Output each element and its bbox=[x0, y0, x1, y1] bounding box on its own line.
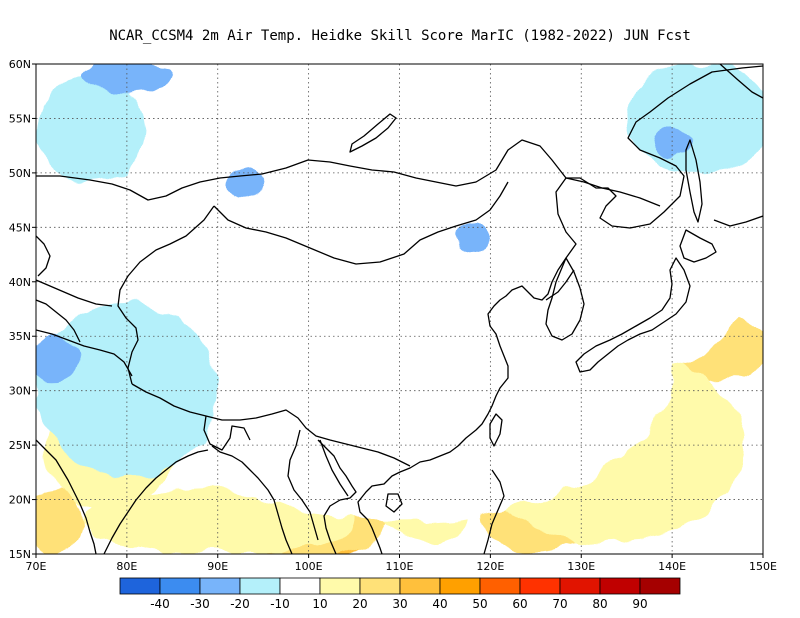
skill-region-24 bbox=[226, 167, 264, 201]
skill-region-17 bbox=[481, 140, 591, 271]
coastline-japan bbox=[575, 257, 691, 373]
skill-region-21 bbox=[81, 64, 173, 92]
colorbar-swatch-9 bbox=[479, 577, 521, 595]
colorbar-swatch-12 bbox=[599, 577, 641, 595]
colorbar-swatch-2 bbox=[199, 577, 241, 595]
colorbar-swatch-8 bbox=[439, 577, 481, 595]
colorbar-label: 70 bbox=[552, 597, 567, 611]
colorbar-label: -30 bbox=[190, 597, 210, 611]
lon-tick-label: 140E bbox=[658, 560, 686, 573]
colorbar-label: -10 bbox=[270, 597, 290, 611]
colorbar-label: 90 bbox=[632, 597, 647, 611]
border-himalaya bbox=[131, 383, 411, 467]
colorbar-label: -40 bbox=[150, 597, 170, 611]
border-china-korea bbox=[545, 269, 575, 301]
coastline-india-west bbox=[36, 439, 97, 554]
border-laos-vietnam bbox=[319, 439, 349, 497]
border-china-west bbox=[117, 205, 215, 385]
lon-tick-label: 120E bbox=[476, 560, 504, 573]
colorbar-swatch-3 bbox=[239, 577, 281, 595]
colorbar-label: 10 bbox=[312, 597, 327, 611]
lat-tick-label: 40N bbox=[9, 276, 31, 289]
coastline-indochina bbox=[317, 439, 357, 554]
coastline-burma bbox=[211, 445, 293, 554]
colorbar: -40 -30 -20 -10 10 20 30 40 50 60 70 80 90 bbox=[119, 577, 681, 611]
coastline-hokkaido bbox=[679, 229, 717, 263]
skill-region-2 bbox=[36, 488, 82, 554]
border-caspian bbox=[36, 235, 51, 277]
lake-baikal bbox=[349, 113, 397, 153]
colorbar-label: 60 bbox=[512, 597, 527, 611]
colorbar-label: 20 bbox=[352, 597, 367, 611]
coastline-taiwan bbox=[489, 413, 503, 447]
lat-tick-label: 20N bbox=[9, 494, 31, 507]
coastline-hainan bbox=[385, 493, 403, 513]
lat-tick-label: 55N bbox=[9, 112, 31, 125]
colorbar-swatch-5 bbox=[319, 577, 361, 595]
colorbar-swatch-7 bbox=[399, 577, 441, 595]
lon-tick-label: 90E bbox=[207, 560, 228, 573]
coastline-asia bbox=[357, 65, 763, 554]
lon-tick-label: 130E bbox=[567, 560, 595, 573]
lon-tick-label: 70E bbox=[26, 560, 47, 573]
coastline-kamchatka bbox=[719, 64, 763, 99]
border-afghanistan bbox=[36, 299, 81, 343]
skill-region-23 bbox=[653, 123, 691, 157]
longitude-ticks: 70E 80E 90E 100E 110E 120E 130E 140E 150E bbox=[26, 554, 777, 573]
colorbar-label: 80 bbox=[592, 597, 607, 611]
colorbar-swatch-0 bbox=[119, 577, 161, 595]
river-amur bbox=[565, 177, 661, 207]
border-china-kazakhstan bbox=[36, 279, 113, 307]
lat-tick-label: 15N bbox=[9, 548, 31, 561]
colorbar-swatch-10 bbox=[519, 577, 561, 595]
lat-tick-label: 60N bbox=[9, 58, 31, 71]
border-india-pakistan bbox=[36, 329, 133, 377]
colorbar-swatch-11 bbox=[559, 577, 601, 595]
colorbar-swatch-13 bbox=[639, 577, 681, 595]
latitude-ticks: 15N 20N 25N 30N 35N 40N 45N 50N 55N 60N bbox=[9, 58, 36, 561]
lon-tick-label: 150E bbox=[749, 560, 777, 573]
skill-field bbox=[36, 64, 763, 554]
lat-tick-label: 30N bbox=[9, 385, 31, 398]
border-russia-mongolia-china bbox=[36, 139, 567, 201]
map-title: NCAR_CCSM4 2m Air Temp. Heidke Skill Sco… bbox=[109, 28, 691, 44]
border-bangladesh bbox=[203, 415, 251, 451]
lon-tick-label: 110E bbox=[386, 560, 414, 573]
colorbar-swatch-1 bbox=[159, 577, 201, 595]
skill-region-25 bbox=[454, 221, 491, 255]
coastline-luzon bbox=[483, 469, 505, 554]
colorbar-swatch-4 bbox=[279, 577, 321, 595]
coastline-sakhalin bbox=[685, 139, 703, 223]
skill-region-22 bbox=[36, 336, 77, 380]
colorbar-swatch-6 bbox=[359, 577, 401, 595]
border-china-mongolia bbox=[213, 181, 509, 265]
colorbar-label: 40 bbox=[432, 597, 447, 611]
lat-tick-label: 25N bbox=[9, 439, 31, 452]
coastlines-and-borders bbox=[36, 64, 763, 554]
colorbar-label: 50 bbox=[472, 597, 487, 611]
colorbar-label: 30 bbox=[392, 597, 407, 611]
coastline-hokkaido-east bbox=[713, 215, 763, 227]
lat-tick-label: 50N bbox=[9, 167, 31, 180]
coastline-korea bbox=[545, 257, 585, 341]
skill-region-20 bbox=[36, 74, 146, 184]
plot-area bbox=[35, 63, 764, 555]
colorbar-label: -20 bbox=[230, 597, 250, 611]
lat-tick-label: 45N bbox=[9, 221, 31, 234]
lon-tick-label: 80E bbox=[116, 560, 137, 573]
lon-tick-label: 100E bbox=[295, 560, 323, 573]
coastline-india-east bbox=[103, 449, 209, 554]
border-burma-thailand bbox=[287, 429, 319, 541]
gridlines bbox=[36, 64, 763, 554]
lat-tick-label: 35N bbox=[9, 330, 31, 343]
